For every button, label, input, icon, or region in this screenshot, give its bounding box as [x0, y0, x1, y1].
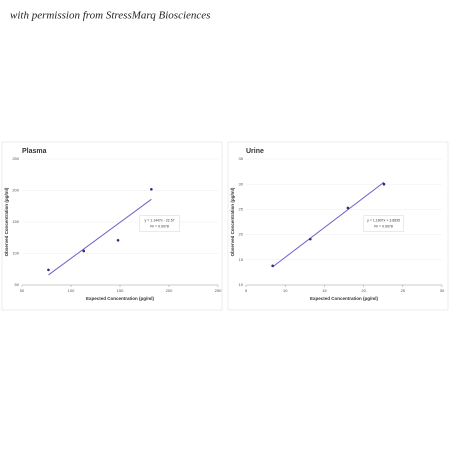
annotation-box	[139, 215, 180, 232]
y-tick-label: 35	[239, 156, 244, 161]
y-tick-label: 10	[239, 282, 244, 287]
point	[346, 206, 350, 210]
x-tick-label: 20	[361, 288, 366, 293]
point	[47, 268, 50, 272]
chart-frame	[227, 141, 449, 311]
point	[116, 238, 120, 242]
y-tick-label: 15	[239, 257, 244, 262]
x-tick-label: 250	[215, 288, 222, 293]
y-tick-label: 100	[12, 251, 19, 256]
point	[271, 264, 274, 268]
point	[382, 182, 386, 186]
point	[82, 249, 86, 253]
chart: Plasma 50 100 150 200 250 50 100 150 200 250 Expect…	[1, 141, 223, 311]
point	[150, 187, 153, 191]
annotation: R² = 0.9978	[374, 225, 392, 229]
x-axis-label: Expected Concentration (pg/ml)	[310, 296, 379, 301]
caption: with permission from StressMarq Bioscien…	[10, 10, 210, 22]
point	[308, 237, 312, 241]
x-tick-label: 10	[283, 288, 288, 293]
y-tick-label: 200	[12, 188, 19, 193]
y-axis-label: Observed Concentration (pg/ml)	[4, 187, 9, 256]
x-tick-label: 100	[68, 288, 75, 293]
trendline	[48, 198, 152, 276]
annotation: y = 1.1807x + 3.6835	[367, 219, 400, 223]
y-tick-label: 20	[239, 232, 244, 237]
chart-frame	[1, 141, 223, 311]
y-tick-label: 150	[12, 219, 19, 224]
trendline	[272, 181, 385, 268]
chart-title: Urine	[246, 148, 264, 155]
y-tick-label: 250	[12, 156, 19, 161]
y-tick-label: 30	[239, 181, 244, 186]
annotation-box	[363, 215, 404, 232]
chart-title: Plasma	[22, 148, 47, 155]
x-axis-label: Expected Concentration (pg/ml)	[86, 296, 155, 301]
x-tick-label: 25	[401, 288, 406, 293]
y-tick-label: 25	[239, 206, 244, 211]
annotation: R² = 0.9078	[150, 225, 168, 229]
annotation: y = 1.1447x - 22.57	[145, 219, 175, 223]
y-axis-label: Observed Concentration (pg/ml)	[230, 187, 235, 256]
x-tick-label: 150	[117, 288, 124, 293]
x-tick-label: 15	[322, 288, 327, 293]
x-tick-label: 30	[440, 288, 445, 293]
x-tick-label: 5	[245, 288, 248, 293]
x-tick-label: 50	[20, 288, 25, 293]
x-tick-label: 200	[166, 288, 173, 293]
y-tick-label: 50	[15, 282, 20, 287]
